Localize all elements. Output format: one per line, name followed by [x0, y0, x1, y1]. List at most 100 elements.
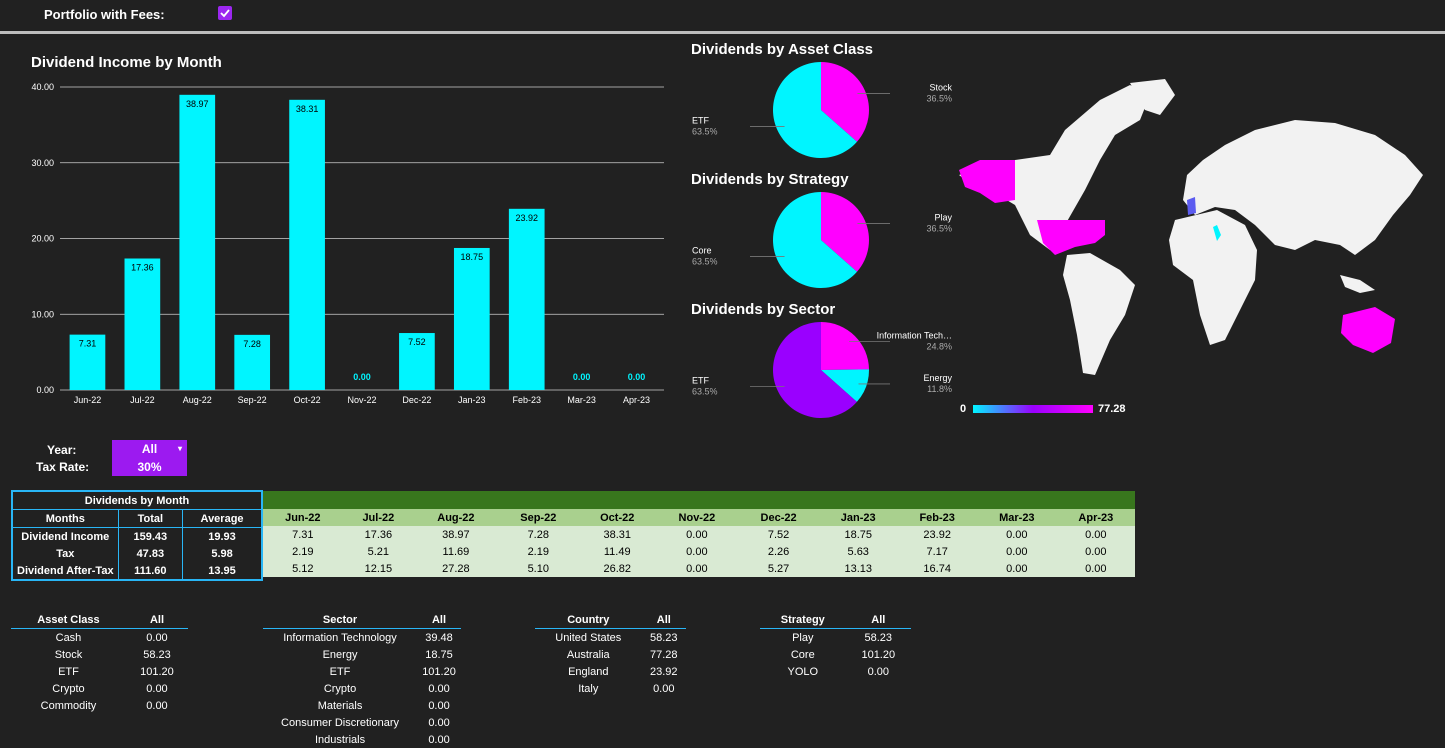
- united-states-region: [1037, 220, 1105, 255]
- month-value-cell: 7.52: [767, 528, 790, 541]
- month-value-cell: 5.21: [367, 545, 390, 558]
- bar-value-label: 23.92: [515, 213, 538, 223]
- row-label: Core: [790, 648, 815, 661]
- bar-value-label: 18.75: [461, 252, 484, 262]
- row-total: 159.43: [118, 527, 184, 545]
- bar: [234, 334, 271, 390]
- pie-slice-percent: 36.5%: [926, 224, 952, 234]
- month-value-cell: 11.69: [442, 545, 470, 558]
- x-tick-label: Sep-22: [238, 395, 267, 405]
- bar: [124, 258, 161, 390]
- sector-table: Sector All Information Technology 39.48 Ener…: [263, 611, 461, 748]
- month-header: Aug-22: [437, 511, 475, 524]
- y-tick-label: 20.00: [31, 234, 54, 244]
- column-header: Asset Class: [11, 611, 126, 629]
- map-legend-max: 77.28: [1098, 403, 1126, 415]
- month-value-cell: 27.28: [442, 562, 470, 575]
- bar-value-label: 0.00: [628, 372, 646, 382]
- month-value-cell: 38.31: [603, 528, 631, 541]
- bar: [69, 334, 106, 390]
- month-value-cell: 5.10: [527, 562, 549, 575]
- row-value: 0.00: [428, 733, 450, 746]
- column-header: All: [845, 611, 911, 629]
- country-table: Country All United States 58.23 Australia 77.…: [535, 611, 686, 697]
- row-label: YOLO: [787, 665, 819, 678]
- australia-region: [1341, 307, 1395, 353]
- bar-value-label: 7.52: [408, 337, 426, 347]
- row-label: ETF: [329, 665, 351, 678]
- table-row: ETF 101.20: [11, 663, 188, 680]
- monthly-dividends-table: Jun-22 Jul-22 Aug-22 Sep-22 Oct-22 Nov-22 Dec-…: [263, 509, 1135, 577]
- row-average: 19.93: [208, 530, 236, 543]
- row-value: 18.75: [425, 648, 453, 661]
- row-label: Australia: [566, 648, 610, 661]
- month-value-cell: 0.00: [686, 562, 708, 575]
- chevron-down-icon: ▾: [177, 444, 182, 453]
- year-select[interactable]: All ▾: [112, 440, 187, 458]
- month-header: Apr-23: [1078, 511, 1114, 524]
- pie-slice-percent: 63.5%: [692, 126, 718, 136]
- table-row: Materials 0.00: [263, 697, 461, 714]
- map-legend-gradient: [973, 405, 1093, 413]
- x-tick-label: Jun-22: [74, 395, 102, 405]
- month-value-cell: 0.00: [1006, 562, 1028, 575]
- table-row: Information Technology 39.48: [263, 629, 461, 647]
- row-label: Play: [792, 631, 814, 644]
- greenland-shape: [1130, 79, 1175, 115]
- y-tick-label: 0.00: [36, 385, 54, 395]
- table-row: Play 58.23: [760, 629, 911, 647]
- row-label: Crypto: [323, 682, 357, 695]
- portfolio-fees-label: Portfolio with Fees:: [44, 7, 165, 22]
- table-row: Tax 47.83 5.98: [12, 545, 262, 562]
- header-divider: [0, 31, 1445, 34]
- tax-rate-value: 30%: [137, 460, 162, 474]
- row-label: Commodity: [40, 699, 97, 712]
- month-value-cell: 7.31: [292, 528, 314, 541]
- strategy-table: Strategy All Play 58.23 Core 101.20 YOLO 0.00: [760, 611, 911, 680]
- x-tick-label: Apr-23: [623, 395, 650, 405]
- row-value: 58.23: [143, 648, 171, 661]
- table-row: 7.31 17.36 38.97 7.28 38.31 0.00 7.52 18.75 23.9…: [263, 526, 1135, 543]
- year-label: Year:: [47, 443, 77, 457]
- eurasia-shape: [1183, 120, 1423, 255]
- month-value-cell: 38.97: [442, 528, 470, 541]
- dividends-summary-table: Dividends by Month Months Total Average …: [11, 490, 263, 581]
- england-region: [1187, 197, 1196, 215]
- x-tick-label: Dec-22: [402, 395, 431, 405]
- bar-value-label: 17.36: [131, 262, 154, 272]
- x-tick-label: Feb-23: [512, 395, 541, 405]
- row-label: Industrials: [314, 733, 366, 746]
- month-value-cell: 2.26: [767, 545, 790, 558]
- row-average: 13.95: [208, 564, 236, 577]
- bar-value-label: 7.28: [243, 339, 261, 349]
- row-value: 58.23: [864, 631, 893, 644]
- row-label: Information Technology: [283, 631, 397, 644]
- month-value-cell: 0.00: [1085, 562, 1107, 575]
- row-value: 101.20: [861, 648, 896, 661]
- tax-rate-input[interactable]: 30%: [112, 458, 187, 476]
- row-value: 0.00: [428, 699, 450, 712]
- bar-chart-title: Dividend Income by Month: [31, 54, 222, 71]
- row-value: 0.00: [428, 716, 450, 729]
- row-value: 0.00: [428, 682, 450, 695]
- portfolio-fees-checkbox[interactable]: [218, 6, 232, 20]
- bar-value-label: 0.00: [573, 372, 591, 382]
- month-header: Dec-22: [760, 511, 797, 524]
- row-label: Consumer Discretionary: [281, 716, 400, 729]
- table-row: Core 101.20: [760, 646, 911, 663]
- map-legend-min: 0: [960, 403, 967, 415]
- month-value-cell: 13.13: [844, 562, 872, 575]
- column-header: Sector: [263, 611, 418, 629]
- year-select-value: All: [141, 442, 158, 456]
- table-row: England 23.92: [535, 663, 686, 680]
- col-header-total: Total: [118, 509, 184, 528]
- table-row: Commodity 0.00: [11, 697, 188, 714]
- month-value-cell: 0.00: [1006, 545, 1028, 558]
- row-total: 47.83: [118, 545, 184, 562]
- bar-value-label: 38.97: [186, 99, 209, 109]
- month-value-cell: 0.00: [686, 528, 708, 541]
- asset-class-pie-title: Dividends by Asset Class: [691, 41, 874, 58]
